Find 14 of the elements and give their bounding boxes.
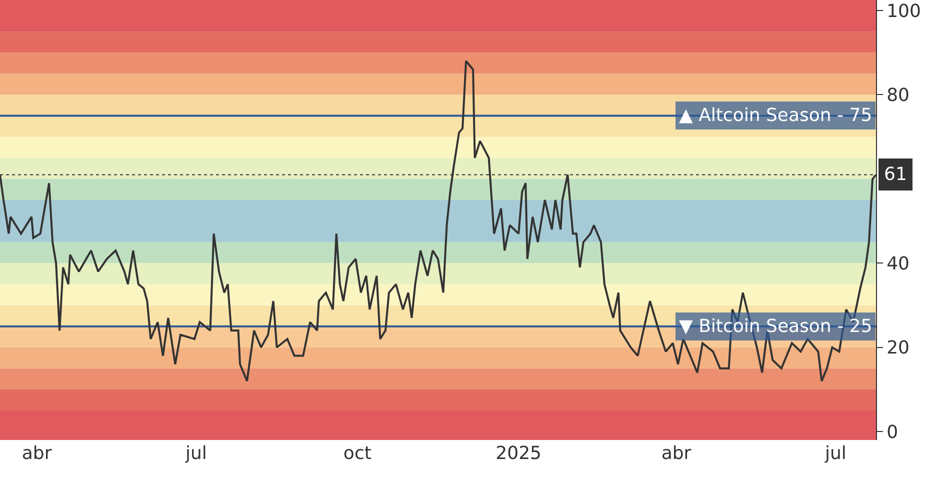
x-tick-label: abr [661,443,692,464]
y-tick-label: 20 [886,338,910,359]
y-tick-label: 40 [886,253,910,274]
x-tick-label: oct [343,443,372,464]
x-tick-label: 2025 [496,443,542,464]
x-tick-label: abr [22,443,52,464]
y-tick-label: 0 [886,422,898,443]
ref-line-label: ▼ Bitcoin Season - 25 [679,316,872,337]
y-tick-label: 100 [886,0,921,22]
x-tick-label: jul [824,443,846,464]
x-tick-label: jul [184,443,207,464]
ref-line-label: ▲ Altcoin Season - 75 [679,105,872,126]
annotation: 61 [884,164,907,185]
y-tick-label: 80 [886,85,910,106]
